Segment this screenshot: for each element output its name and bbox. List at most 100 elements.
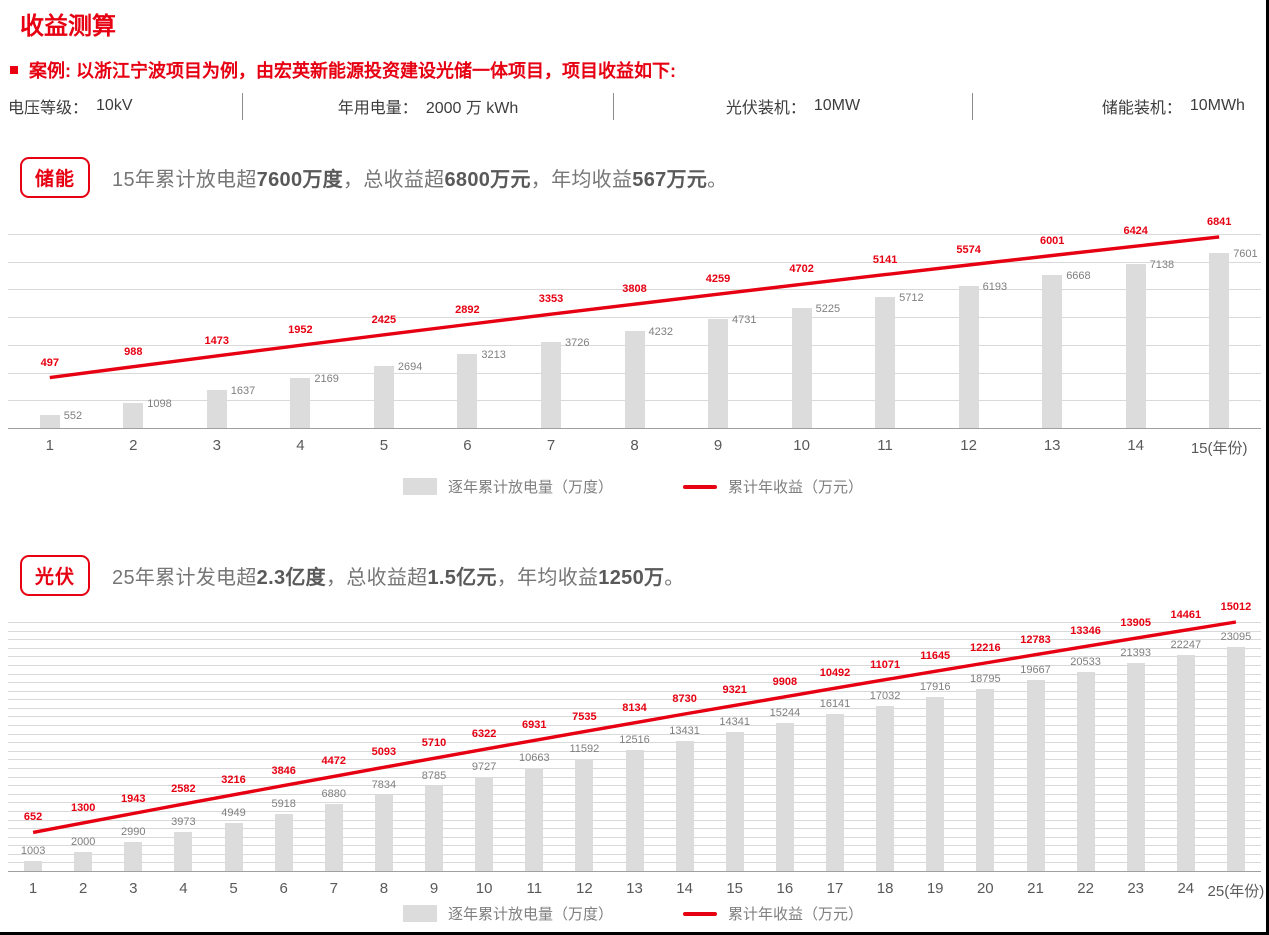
bar-year-14 (1125, 264, 1146, 428)
bar-year-10 (791, 308, 812, 428)
bar-year-10 (475, 776, 494, 871)
bar-year-2 (123, 402, 144, 428)
bar-year-11 (525, 767, 544, 871)
line-value-label: 1473 (204, 334, 230, 347)
bar-year-3 (206, 390, 227, 428)
bar-value-label: 14341 (719, 715, 750, 728)
bar-value-label: 10663 (519, 751, 550, 764)
line-value-label: 1943 (121, 792, 146, 805)
bar-year-6 (457, 354, 478, 428)
bar-value-label: 4232 (648, 325, 673, 338)
storage-desc: 15年累计放电超7600万度，总收益超6800万元，年均收益567万元。 (112, 168, 728, 191)
bar-year-13 (1042, 274, 1063, 428)
bar-value-label: 9727 (471, 760, 497, 773)
bar-value-label: 4731 (732, 314, 757, 327)
bar-year-24 (1176, 655, 1195, 871)
gridline (8, 639, 1261, 641)
gridline (8, 725, 1261, 726)
bar-value-label: 3726 (565, 337, 590, 350)
info-pv-capacity: 光伏装机： 10MW (614, 92, 973, 120)
bar-value-label: 1098 (147, 397, 172, 410)
info-value: 10MWh (1189, 97, 1245, 114)
bar-year-8 (374, 795, 393, 871)
bar-year-6 (274, 813, 293, 871)
line-value-label: 11645 (920, 650, 951, 663)
line-value-label: 5141 (872, 253, 898, 266)
case-line: 案例: 以浙江宁波项目为例，由宏英新能源投资建设光储一体项目，项目收益如下: (10, 57, 676, 83)
x-axis-label: 8 (630, 437, 639, 454)
line-value-label: 6322 (471, 728, 497, 741)
x-axis-label: 7 (329, 880, 338, 897)
bar-value-label: 18795 (970, 672, 1001, 685)
bar-year-18 (876, 705, 895, 871)
x-axis-label: 14 (1127, 437, 1145, 454)
bar-year-11 (875, 296, 896, 428)
gridline (8, 234, 1261, 235)
info-voltage-level: 电压等级： 10kV (8, 92, 244, 120)
x-axis-label: 19 (926, 880, 944, 897)
legend-item-line: 累计年收益（万元） (683, 476, 863, 497)
info-value: 10MW (813, 97, 861, 114)
x-axis-label: 11 (877, 437, 893, 454)
x-axis-label: 1 (28, 880, 38, 897)
line-value-label: 5710 (421, 737, 447, 750)
storage-chart-legend: 逐年累计放电量（万度） 累计年收益（万元） (0, 476, 1266, 497)
line-value-label: 7535 (572, 710, 597, 723)
pv-chart: 1003 1 2000 2 2990 3 3973 4 4949 5 5918 6 6880 7 7834 8… (8, 598, 1264, 900)
gridline (8, 690, 1261, 692)
x-axis-label: 16 (776, 880, 794, 897)
x-axis-label: 9 (429, 880, 439, 897)
legend-label: 累计年收益（万元） (728, 479, 864, 496)
x-axis-line (8, 871, 1261, 872)
x-axis-label: 12 (960, 437, 977, 454)
bar-value-label: 2694 (397, 361, 423, 374)
bar-year-7 (324, 804, 343, 871)
line-value-label: 9321 (722, 684, 747, 697)
storage-section-header: 储能 15年累计放电超7600万度，总收益超6800万元，年均收益567万元。 (20, 156, 727, 198)
line-swatch-icon (683, 911, 717, 916)
pv-chart-legend: 逐年累计放电量（万度） 累计年收益（万元） (0, 903, 1266, 924)
line-value-label: 6424 (1123, 225, 1148, 238)
x-axis-label: 15 (726, 880, 744, 897)
x-axis-label: 21 (1027, 880, 1044, 897)
line-value-label: 14461 (1170, 609, 1202, 622)
line-value-label: 12783 (1020, 633, 1051, 646)
x-axis-label: 6 (463, 437, 472, 454)
bar-value-label: 17916 (919, 681, 951, 694)
line-value-label: 1952 (288, 324, 313, 337)
bar-value-label: 2169 (314, 373, 339, 386)
line-value-label: 6001 (1039, 234, 1065, 247)
info-bar: 电压等级： 10kV 年用电量： 2000 万 kWh 光伏装机： 10MW 储… (8, 90, 1245, 122)
line-value-label: 3353 (538, 293, 564, 306)
x-axis-label: 10 (475, 880, 493, 897)
bar-value-label: 8785 (421, 769, 447, 782)
bar-value-label: 3213 (481, 349, 506, 362)
bar-swatch-icon (402, 478, 437, 495)
line-value-label: 8134 (622, 701, 647, 714)
line-swatch-icon (683, 484, 717, 489)
line-value-label: 4702 (789, 263, 814, 276)
bar-year-9 (425, 785, 443, 871)
x-axis-line (8, 428, 1261, 429)
bar-year-8 (624, 330, 645, 428)
line-value-label: 11071 (870, 658, 901, 671)
bar-value-label: 7834 (371, 779, 397, 791)
line-value-label: 10492 (819, 667, 851, 680)
bar-value-label: 552 (63, 410, 83, 423)
line-value-label: 2892 (455, 303, 480, 316)
line-value-label: 4472 (321, 755, 347, 768)
bar-year-7 (541, 342, 561, 428)
bar-value-label: 19667 (1020, 664, 1051, 677)
line-value-label: 5093 (371, 746, 397, 759)
bar-value-label: 1003 (20, 845, 46, 858)
bar-year-1 (39, 415, 60, 428)
bar-value-label: 15244 (769, 707, 801, 720)
bar-value-label: 5225 (815, 303, 841, 315)
bar-year-1 (24, 861, 43, 871)
bar-year-23 (1126, 663, 1145, 871)
line-value-label: 988 (124, 345, 143, 358)
pv-section-header: 光伏 25年累计发电超2.3亿度，总收益超1.5亿元，年均收益1250万。 (20, 554, 685, 596)
x-axis-label: 6 (279, 880, 288, 897)
info-value: 2000 万 kWh (425, 100, 519, 117)
bar-value-label: 2000 (70, 835, 96, 848)
